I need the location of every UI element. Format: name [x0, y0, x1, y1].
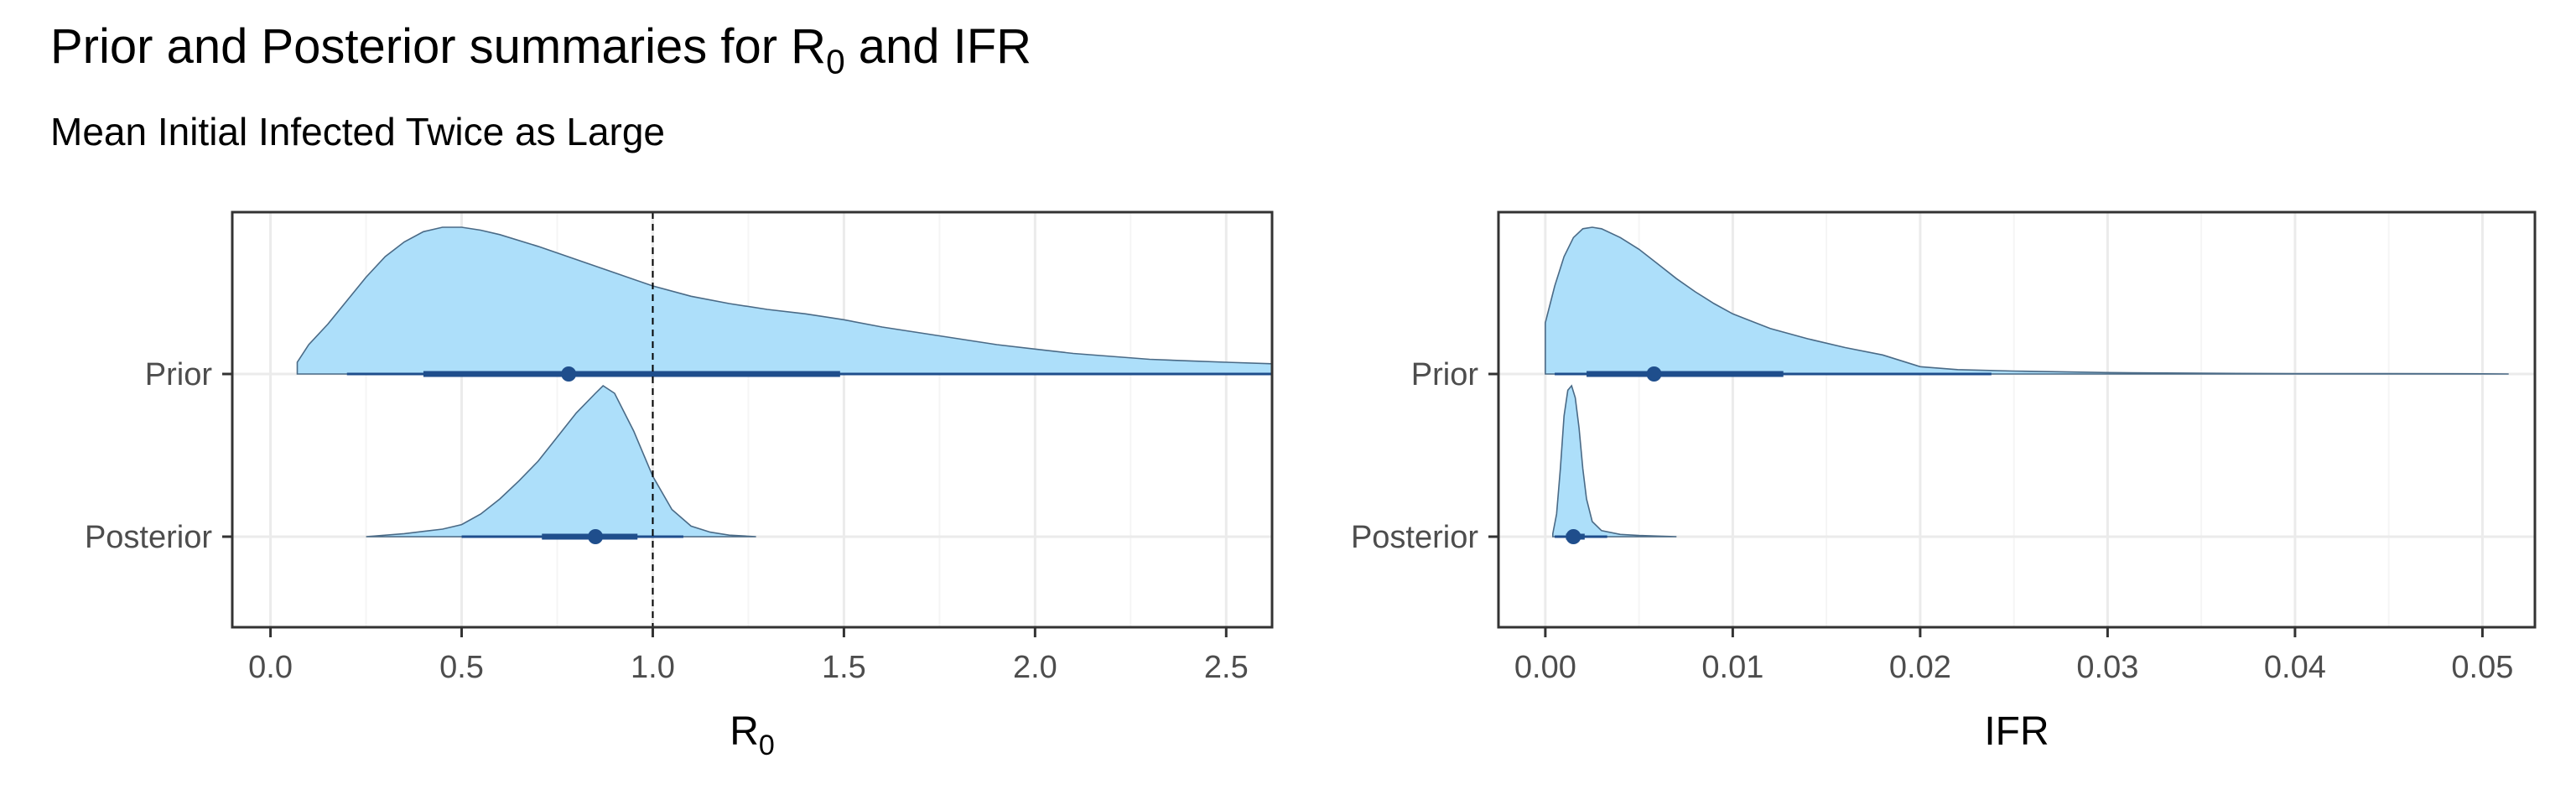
- density-prior: [296, 226, 1272, 375]
- density-posterior: [366, 384, 756, 538]
- panel-border: [231, 210, 1274, 629]
- point-estimate-posterior: [588, 529, 604, 544]
- x-tick-label: 2.5: [1204, 650, 1249, 685]
- x-axis-title-text: IFR: [1984, 709, 2049, 754]
- x-tick-label: 0.00: [1514, 650, 1576, 685]
- x-tick-label: 2.0: [1013, 650, 1057, 685]
- marks-group: [296, 212, 1272, 627]
- point-estimate-prior: [561, 366, 577, 382]
- chart-subtitle: Mean Initial Infected Twice as Large: [50, 110, 666, 153]
- marks-group: [1545, 226, 2509, 544]
- x-tick-label: 0.04: [2264, 650, 2326, 685]
- panel-border: [1497, 210, 2537, 629]
- x-tick-label: 1.0: [631, 650, 675, 685]
- x-tick-label: 0.03: [2076, 650, 2138, 685]
- point-estimate-prior: [1646, 366, 1662, 382]
- panel-ifr: 0.00 0.01 0.02 0.03 0.04 0.05 Prior Posterior IF…: [1351, 210, 2537, 754]
- chart-title-subscript: 0: [826, 42, 845, 81]
- y-tick-label: Prior: [1411, 357, 1479, 392]
- panel-r0: 0.0 0.5 1.0 1.5 2.0 2.5 Prior Posterior R0: [85, 210, 1274, 761]
- point-estimate-posterior: [1566, 529, 1581, 544]
- x-tick-label: 1.5: [822, 650, 866, 685]
- x-axis-title-text: R: [730, 709, 759, 754]
- x-tick-label: 0.02: [1889, 650, 1951, 685]
- x-tick-label: 0.5: [439, 650, 484, 685]
- x-axis-title-subscript: 0: [759, 730, 775, 761]
- x-tick-label: 0.05: [2451, 650, 2513, 685]
- density-posterior: [1552, 384, 1677, 538]
- x-tick-label: 0.0: [248, 650, 293, 685]
- x-axis-title: IFR: [1984, 709, 2049, 754]
- x-axis-title: R0: [730, 709, 775, 761]
- chart-title-suffix: and IFR: [844, 19, 1032, 74]
- x-tick-label: 0.01: [1701, 650, 1763, 685]
- y-tick-label: Posterior: [1351, 520, 1478, 555]
- chart-title: Prior and Posterior summaries for R0 and…: [50, 18, 1031, 82]
- chart-title-text: Prior and Posterior summaries for R: [50, 19, 827, 74]
- y-tick-label: Posterior: [85, 520, 212, 555]
- y-tick-label: Prior: [145, 357, 213, 392]
- density-prior: [1545, 226, 2509, 375]
